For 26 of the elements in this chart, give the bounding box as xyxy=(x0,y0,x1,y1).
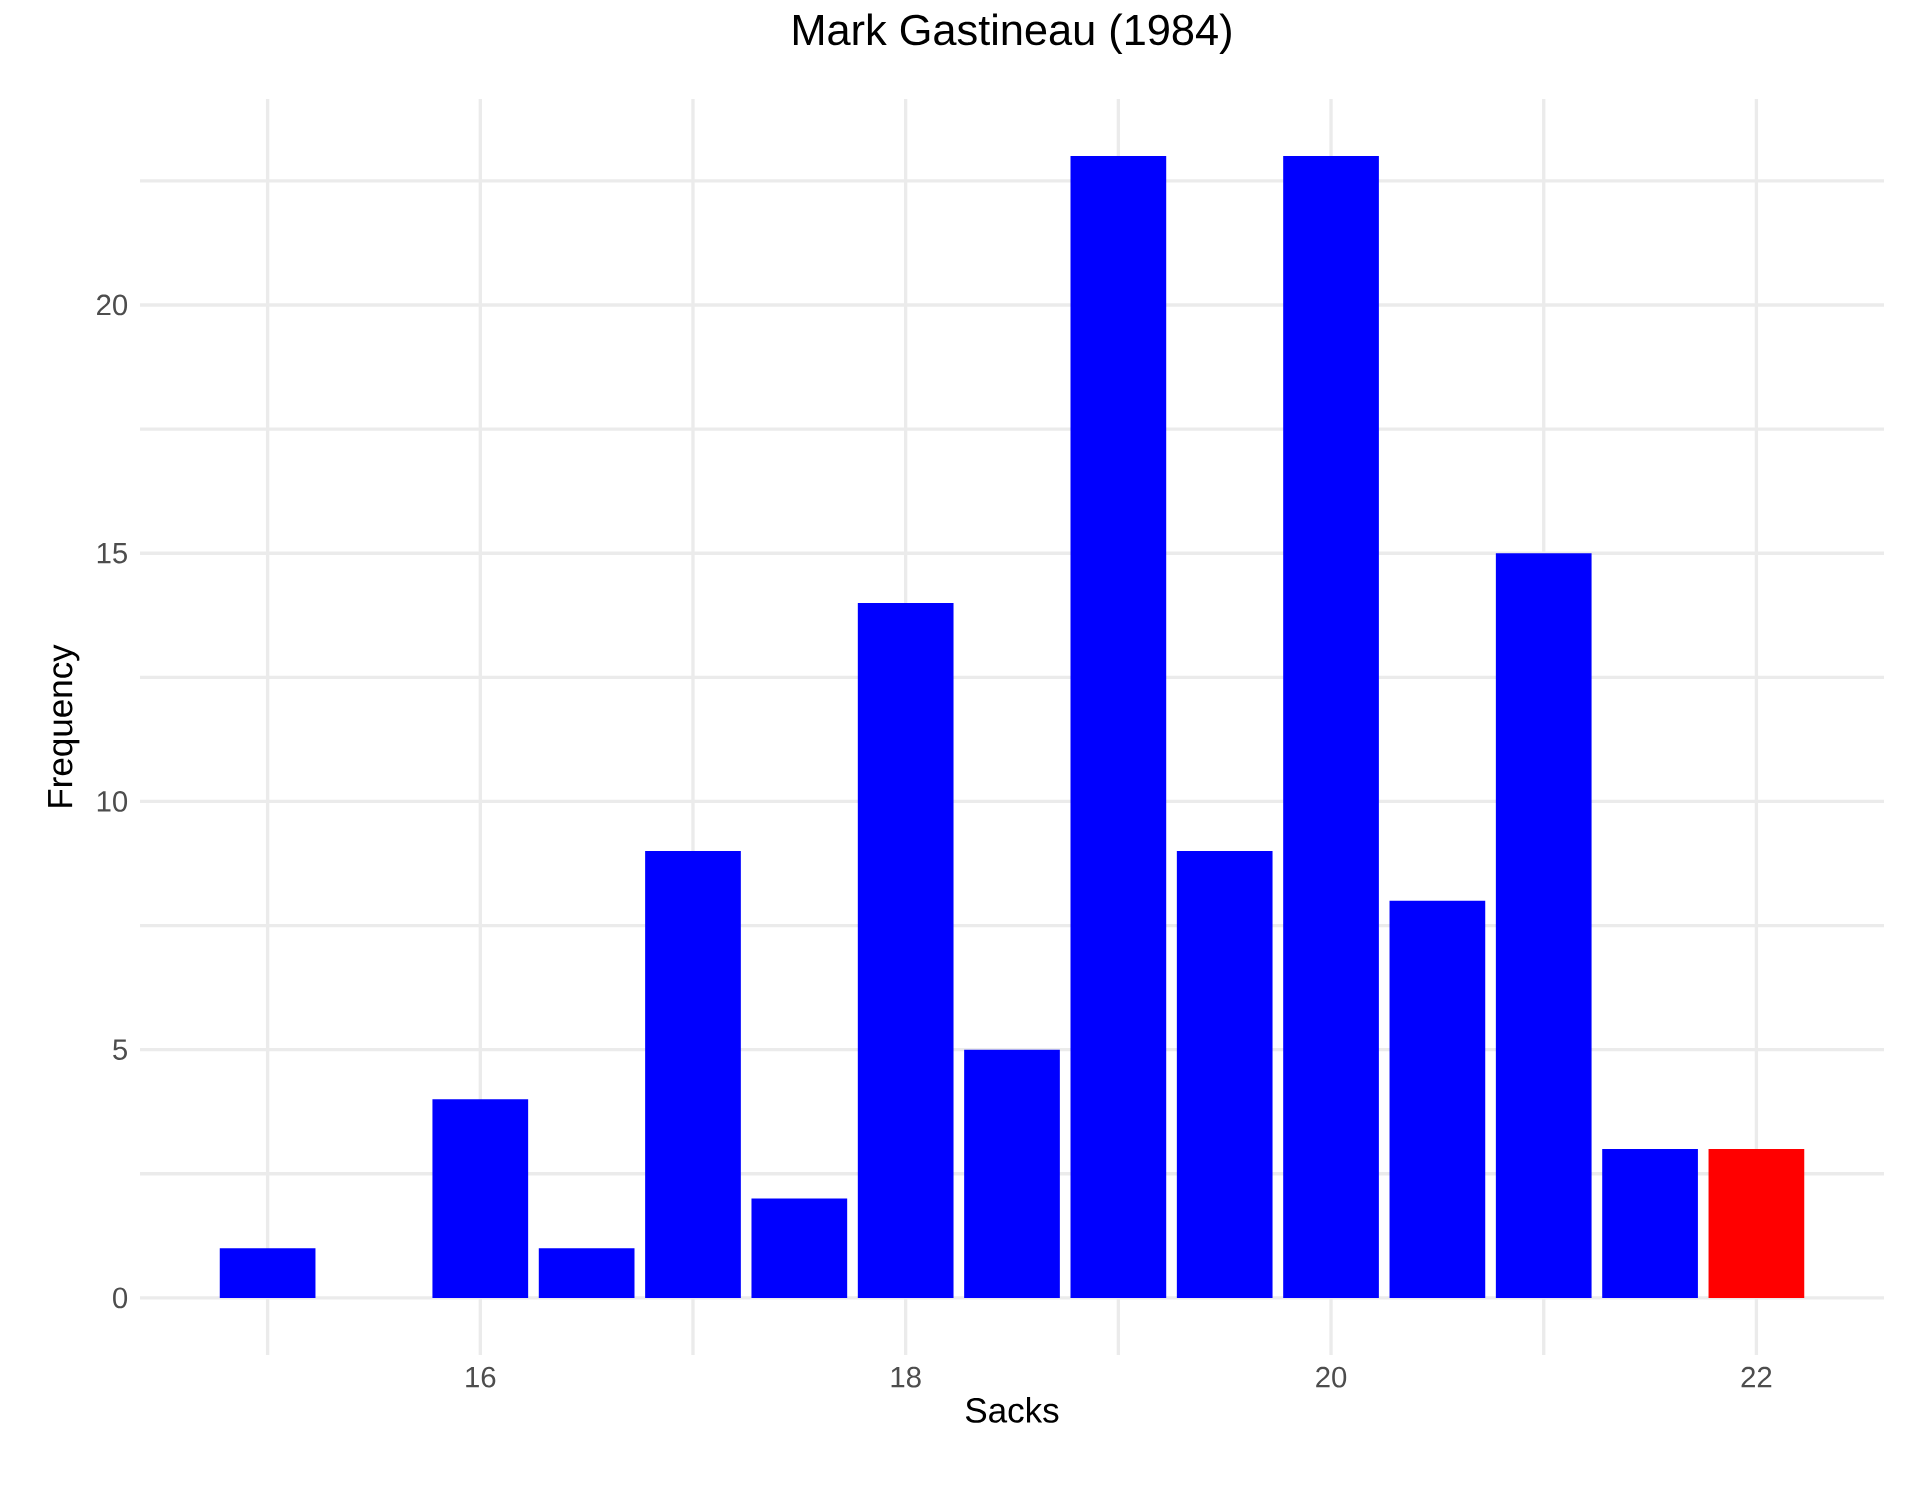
bar xyxy=(219,1248,316,1298)
bar xyxy=(857,602,954,1298)
bar xyxy=(1283,156,1379,1298)
y-tick-label: 20 xyxy=(97,294,128,316)
x-axis-title: Sacks xyxy=(965,1397,1059,1423)
x-tick-label: 20 xyxy=(1316,1366,1347,1388)
bar xyxy=(538,1248,635,1298)
bar xyxy=(964,1049,1060,1298)
y-tick-label: 0 xyxy=(113,1287,128,1309)
bar xyxy=(1070,156,1167,1298)
bar xyxy=(751,1198,848,1298)
x-tick-label: 18 xyxy=(891,1366,921,1388)
y-axis-title: Frequency xyxy=(48,644,80,807)
bar xyxy=(1176,851,1273,1298)
y-tick-label: 5 xyxy=(113,1039,127,1060)
y-tick-label: 15 xyxy=(97,543,127,564)
chart-title: Mark Gastineau (1984) xyxy=(793,13,1231,54)
bar xyxy=(1495,553,1592,1298)
y-tick-label: 10 xyxy=(97,791,128,812)
bar xyxy=(645,851,741,1298)
bar xyxy=(1602,1148,1698,1298)
bar xyxy=(1708,1148,1805,1298)
bar xyxy=(1389,900,1486,1298)
bar xyxy=(432,1099,529,1298)
x-tick-label: 22 xyxy=(1741,1366,1772,1388)
x-tick-label: 16 xyxy=(466,1366,496,1388)
